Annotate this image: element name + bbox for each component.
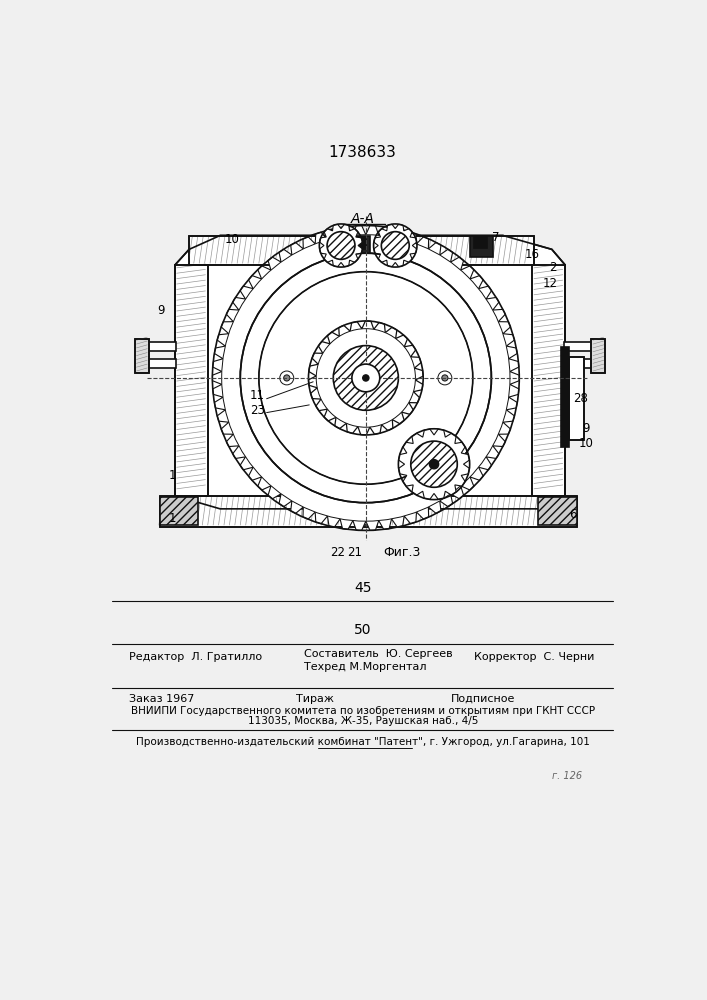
Bar [175, 265, 208, 496]
Text: 7: 7 [491, 231, 499, 244]
Bar [135, 339, 149, 373]
Text: 10: 10 [578, 437, 593, 450]
Bar [532, 265, 565, 496]
Circle shape [442, 375, 448, 381]
Bar [564, 359, 594, 368]
Text: А-А: А-А [351, 212, 375, 226]
Text: Корректор  С. Черни: Корректор С. Черни [474, 652, 595, 662]
Polygon shape [175, 235, 565, 509]
Bar [355, 235, 366, 249]
Text: 12: 12 [543, 277, 558, 290]
Bar [561, 347, 569, 447]
Text: 9: 9 [582, 422, 590, 434]
Text: 50: 50 [354, 623, 371, 637]
Circle shape [316, 329, 416, 427]
Text: 45: 45 [354, 581, 371, 595]
Text: Производственно-издательский комбинат "Патент", г. Ужгород, ул.Гагарина, 101: Производственно-издательский комбинат "П… [136, 737, 590, 747]
Bar [189, 235, 534, 265]
Text: Техред М.Моргентал: Техред М.Моргентал [304, 662, 426, 672]
Bar [564, 342, 594, 351]
Bar [135, 339, 149, 373]
Text: г. 126: г. 126 [552, 771, 582, 781]
Text: 28: 28 [573, 392, 588, 405]
Text: 9: 9 [158, 304, 165, 317]
Text: 21: 21 [347, 546, 363, 559]
Circle shape [327, 232, 355, 259]
Text: Подписное: Подписное [451, 694, 515, 704]
Circle shape [280, 371, 293, 385]
Circle shape [240, 253, 491, 503]
Bar [569, 357, 585, 440]
Text: Фиг.3: Фиг.3 [384, 546, 421, 559]
Text: Составитель  Ю. Сергеев: Составитель Ю. Сергеев [304, 649, 452, 659]
Bar [469, 235, 493, 257]
Polygon shape [212, 226, 519, 530]
Text: 1: 1 [168, 512, 176, 525]
Polygon shape [320, 224, 363, 267]
Circle shape [259, 272, 473, 484]
Polygon shape [399, 429, 469, 499]
Text: 6: 6 [569, 508, 576, 521]
Circle shape [411, 441, 457, 487]
Text: 22: 22 [330, 546, 346, 559]
Bar [146, 342, 176, 351]
Text: Тираж: Тираж [296, 694, 334, 704]
Bar [160, 496, 577, 527]
Text: 10: 10 [224, 233, 239, 246]
Bar [356, 497, 378, 525]
Polygon shape [374, 224, 416, 267]
Circle shape [363, 375, 369, 381]
Text: 11: 11 [250, 389, 265, 402]
Circle shape [333, 346, 398, 410]
Text: Редактор  Л. Гратилло: Редактор Л. Гратилло [129, 652, 262, 662]
Text: 16: 16 [524, 248, 539, 261]
Text: 1738633: 1738633 [329, 145, 397, 160]
Text: 23: 23 [250, 404, 264, 417]
Circle shape [438, 371, 452, 385]
Text: Заказ 1967: Заказ 1967 [129, 694, 194, 704]
Bar [591, 339, 605, 373]
Bar [569, 357, 585, 440]
Bar [538, 497, 577, 525]
Bar [591, 339, 605, 373]
Text: 1: 1 [168, 469, 176, 482]
Text: ВНИИПИ Государственного комитета по изобретениям и открытиям при ГКНТ СССР: ВНИИПИ Государственного комитета по изоб… [131, 706, 595, 716]
Bar [189, 235, 534, 265]
Bar [175, 265, 208, 496]
Circle shape [381, 232, 409, 259]
Circle shape [222, 235, 510, 521]
Text: 113035, Москва, Ж-35, Раушская наб., 4/5: 113035, Москва, Ж-35, Раушская наб., 4/5 [247, 716, 478, 726]
Bar [532, 265, 565, 496]
Bar [160, 496, 577, 527]
Polygon shape [308, 321, 423, 435]
Circle shape [429, 460, 438, 469]
Circle shape [284, 375, 290, 381]
Text: 2: 2 [549, 261, 557, 274]
Bar [146, 359, 176, 368]
Circle shape [352, 364, 380, 392]
Bar [473, 235, 486, 248]
Bar [351, 235, 370, 259]
Bar [160, 497, 199, 525]
